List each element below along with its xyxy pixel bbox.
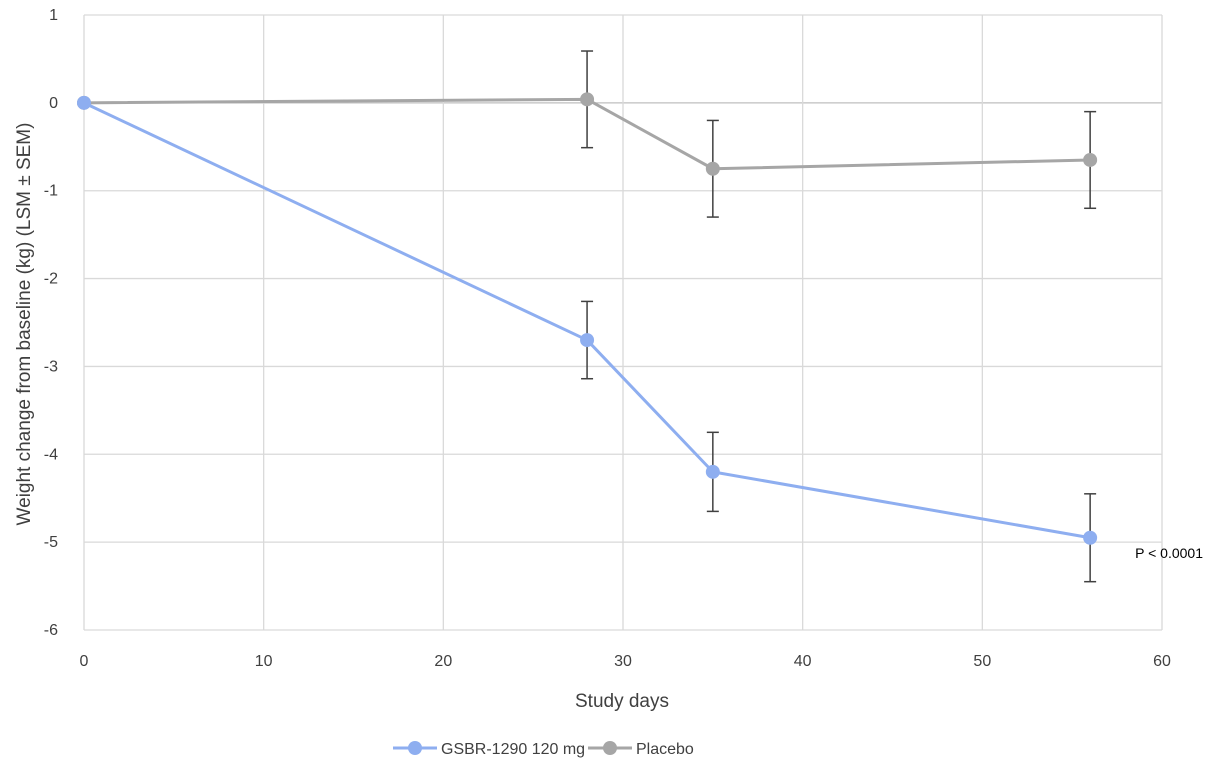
data-point bbox=[1083, 530, 1098, 545]
x-tick-label: 10 bbox=[255, 653, 273, 670]
grid bbox=[83, 14, 1163, 631]
x-tick-label: 20 bbox=[434, 653, 452, 670]
p-value-annotation: P < 0.0001 bbox=[1135, 545, 1203, 561]
data-point bbox=[1083, 152, 1098, 167]
data-point bbox=[580, 333, 595, 348]
data-point bbox=[77, 95, 91, 110]
y-tick-label: -4 bbox=[44, 446, 58, 463]
series bbox=[77, 92, 1098, 545]
error-bars bbox=[581, 50, 1097, 583]
y-tick-label: -1 bbox=[44, 183, 58, 200]
legend-item-gsbr: GSBR-1290 120 mg bbox=[393, 741, 585, 758]
y-tick-label: -5 bbox=[44, 534, 58, 551]
legend: GSBR-1290 120 mg Placebo bbox=[393, 741, 694, 758]
y-tick-label: -2 bbox=[44, 271, 58, 288]
x-tick-label: 40 bbox=[794, 653, 812, 670]
x-tick-label: 50 bbox=[973, 653, 991, 670]
legend-item-placebo: Placebo bbox=[588, 741, 694, 758]
x-tick-label: 0 bbox=[80, 653, 89, 670]
x-axis-title: Study days bbox=[575, 691, 669, 712]
y-axis-title: Weight change from baseline (kg) (LSM ± … bbox=[14, 123, 35, 526]
data-point bbox=[580, 92, 595, 107]
tick-labels: 10-1-2-3-4-5-60 10 20 30 40 50 60 bbox=[44, 7, 1171, 670]
y-tick-label: 0 bbox=[49, 95, 58, 112]
y-tick-label: -3 bbox=[44, 358, 58, 375]
x-tick-label: 30 bbox=[614, 653, 632, 670]
series-line bbox=[83, 97, 1091, 171]
y-tick-label: 1 bbox=[49, 7, 58, 24]
data-point bbox=[705, 161, 720, 176]
x-tick-label: 60 bbox=[1153, 653, 1171, 670]
legend-label-gsbr: GSBR-1290 120 mg bbox=[441, 741, 585, 758]
data-point bbox=[705, 464, 720, 479]
legend-label-placebo: Placebo bbox=[636, 741, 694, 758]
y-tick-label: -6 bbox=[44, 622, 58, 639]
series-line bbox=[83, 101, 1091, 540]
